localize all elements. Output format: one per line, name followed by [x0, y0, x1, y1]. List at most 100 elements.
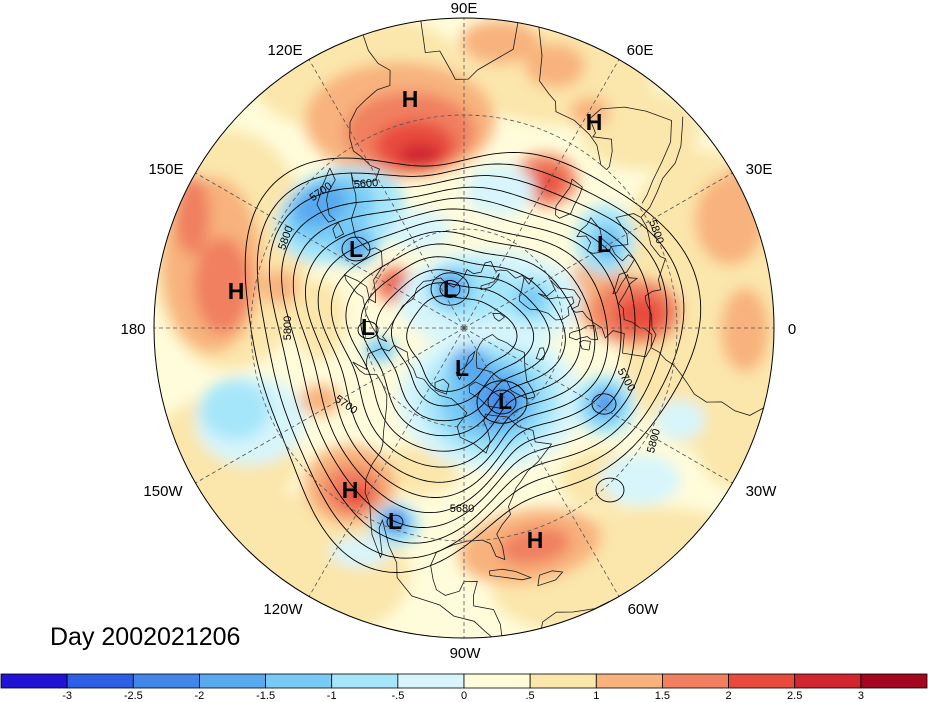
coastline — [492, 312, 505, 322]
height-contour — [317, 219, 609, 483]
pressure-centers: H H L L H L L L L H L H — [228, 86, 611, 553]
lon-label-0: 0 — [788, 321, 796, 338]
anomaly-shading-area — [200, 380, 270, 440]
colorbar-box — [463, 673, 531, 689]
height-contour — [292, 197, 636, 514]
colorbar-box — [662, 673, 729, 689]
anomaly-shading-area — [525, 44, 585, 88]
height-contour — [341, 236, 371, 262]
anomaly-shading-area — [341, 483, 371, 507]
coastline — [589, 106, 672, 204]
colorbar-box — [595, 673, 663, 689]
anomaly-shading-area — [615, 296, 665, 332]
map-title: Day 2002021206 — [50, 623, 240, 651]
colorbar-tick-label: -3 — [62, 690, 72, 702]
anomaly-shading-area — [655, 400, 705, 440]
low-marker: L — [498, 388, 512, 414]
anomaly-shading-area — [345, 236, 369, 260]
colorbar-tick-label: 2.5 — [787, 690, 802, 702]
height-contour — [487, 389, 517, 415]
lon-label-90w: 90W — [450, 645, 482, 662]
anomaly-shading-area — [600, 455, 680, 505]
colorbar-tick-label: 1 — [593, 690, 599, 702]
lon-label-60w: 60W — [628, 601, 660, 618]
meridian-line — [308, 327, 465, 597]
coastline — [640, 116, 684, 218]
anomaly-shading-area — [580, 90, 700, 170]
meridian-line — [463, 327, 733, 484]
coastline — [475, 334, 536, 400]
height-contour — [386, 514, 404, 530]
anomaly-shading-area — [721, 288, 769, 372]
colorbar-tick-label: -.5 — [391, 690, 404, 702]
lon-label-30e: 30E — [746, 161, 773, 178]
height-contour — [268, 175, 668, 544]
colorbar-box — [529, 673, 597, 689]
lon-label-30w: 30W — [746, 483, 778, 500]
lon-label-120w: 120W — [263, 601, 303, 618]
height-contour — [256, 163, 685, 559]
anomaly-shading-area — [499, 527, 571, 565]
coastline — [316, 167, 337, 223]
high-marker: H — [527, 527, 544, 553]
high-marker: H — [342, 477, 359, 503]
high-marker: H — [228, 278, 245, 304]
map-interior — [154, 18, 774, 638]
coastline — [489, 568, 533, 581]
colorbar-box — [66, 673, 134, 689]
colorbar-box — [860, 673, 928, 689]
height-contour — [439, 280, 461, 298]
anomaly-shading-area — [398, 143, 442, 169]
anomaly-shading-area — [570, 97, 610, 127]
height-contour — [595, 477, 625, 503]
lat-lon-grid — [154, 18, 774, 638]
colorbar-box — [0, 673, 68, 689]
height-contour — [360, 256, 566, 437]
coastline — [555, 178, 583, 219]
high-marker: H — [586, 109, 603, 135]
coastline — [568, 325, 599, 341]
lon-label-180: 180 — [120, 321, 145, 338]
coastline — [468, 381, 502, 409]
colorbar-box — [728, 673, 796, 689]
colorbar-tick-label: 1.5 — [655, 690, 670, 702]
lon-label-150w: 150W — [143, 483, 183, 500]
low-marker: L — [455, 355, 469, 381]
colorbar-box — [331, 673, 399, 689]
coastline — [650, 347, 774, 416]
colorbar-tick-label: .5 — [526, 690, 535, 702]
anomaly-shading-area — [595, 393, 615, 413]
colorbar-box — [199, 673, 266, 689]
lon-label-150e: 150E — [148, 161, 183, 178]
coastline — [537, 570, 564, 587]
height-contour — [390, 282, 535, 407]
lon-label-60e: 60E — [627, 42, 654, 59]
coastline — [332, 222, 345, 239]
longitude-labels: 90E 60E 30E 0 30W 60W 90W 120W 150W 180 … — [120, 0, 796, 662]
colorbar-tick-label: 0 — [461, 690, 467, 702]
lon-label-90e: 90E — [451, 0, 478, 17]
colorbar-box — [265, 673, 333, 689]
meridian-line — [195, 327, 465, 484]
colorbar-tick-label: -2.5 — [124, 690, 143, 702]
anomaly-shading-area — [292, 183, 348, 227]
anomaly-shading-area — [174, 175, 210, 255]
latitude-circle — [364, 228, 564, 428]
meridian-line — [308, 59, 465, 329]
anomaly-shading-area — [486, 388, 518, 416]
meridian-line — [463, 59, 620, 329]
anomaly-shading-area — [330, 537, 390, 567]
coastline — [420, 21, 519, 80]
colorbar-tick-label: 3 — [858, 690, 864, 702]
colorbar-box — [132, 673, 200, 689]
height-contour — [330, 231, 596, 468]
low-marker: L — [597, 231, 611, 257]
coastline — [434, 378, 450, 395]
contour-label: 5680 — [450, 503, 474, 515]
anomaly-shading-area — [390, 210, 450, 250]
low-marker: L — [361, 314, 375, 340]
colorbar: -3 -2.5 -2 -1.5 -1 -.5 0 .5 1 1.5 2 2.5 3 — [0, 673, 928, 702]
meridian-line — [463, 172, 733, 329]
height-contour — [345, 243, 581, 452]
